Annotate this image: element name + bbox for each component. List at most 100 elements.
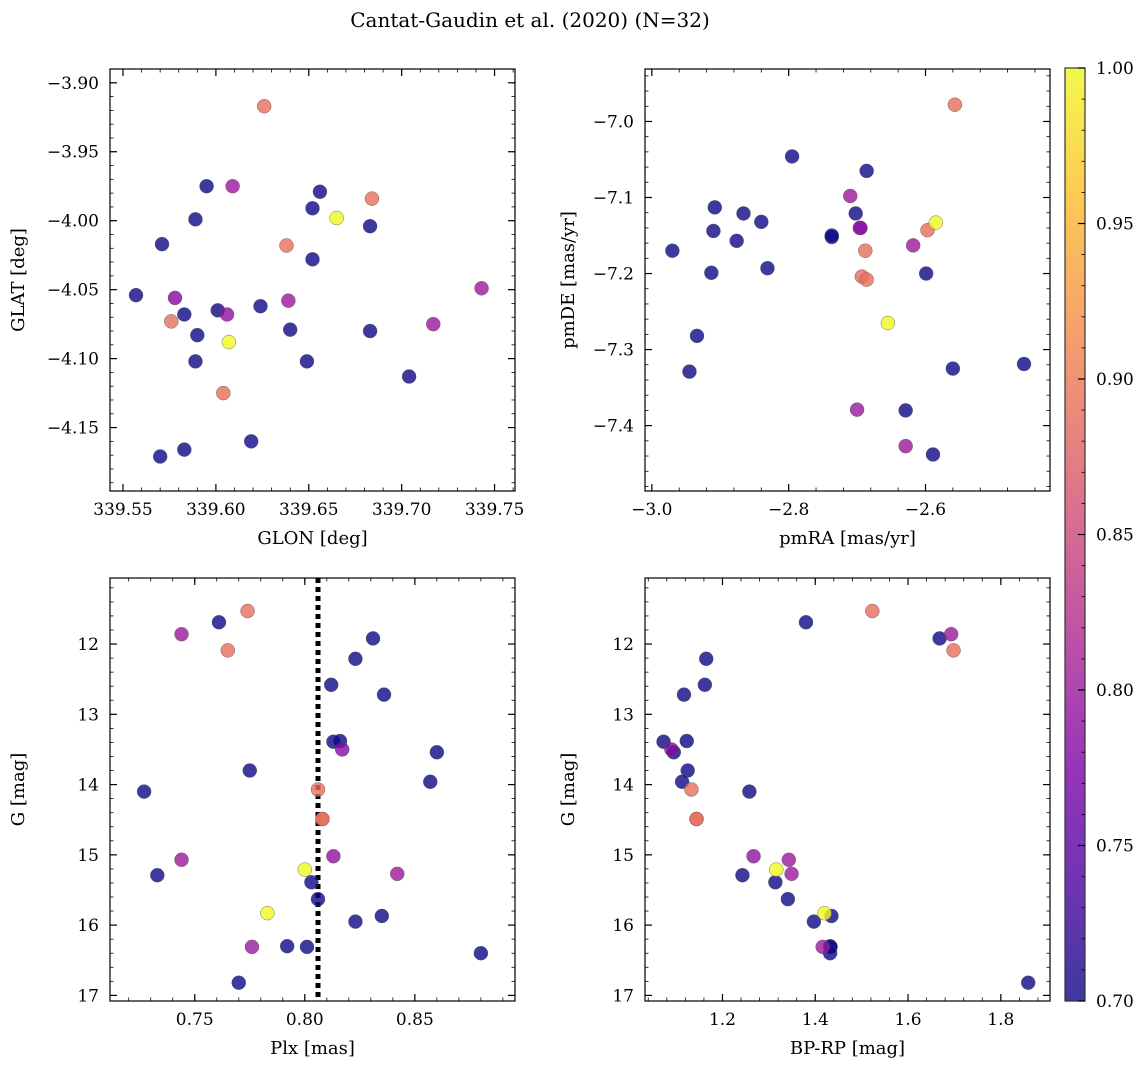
y-tick-label: 13 — [77, 705, 99, 725]
axes-frame — [109, 577, 516, 1002]
data-point — [806, 914, 822, 929]
y-tick-label: 16 — [612, 916, 634, 936]
data-point — [231, 975, 246, 990]
axes-frame — [644, 68, 1051, 492]
data-point — [390, 866, 405, 882]
data-point — [225, 179, 240, 194]
x-tick-label: 339.60 — [186, 500, 245, 520]
data-point — [199, 179, 214, 194]
data-point — [329, 210, 344, 226]
data-layer — [136, 578, 489, 1001]
y-axis-label: pmDE [mas/yr] — [558, 211, 579, 349]
y-tick-label: −7.3 — [593, 341, 634, 361]
data-point — [780, 891, 796, 907]
y-tick-label: 12 — [77, 635, 99, 655]
data-point — [676, 687, 692, 702]
colorbar-tick-label: 0.75 — [1096, 837, 1134, 857]
y-tick-label: 17 — [77, 986, 99, 1006]
data-point — [128, 287, 144, 303]
data-point — [769, 862, 784, 877]
panels-layer: 339.55 339.60 339.65 339.70 339.75 −3.90 −3.95… — [8, 68, 1051, 1059]
data-point — [699, 651, 714, 667]
data-point — [736, 206, 751, 221]
data-point — [348, 651, 363, 667]
panel-pmra-pmde: −3.0 −2.8 −2.6 −7.0 −7.1 −7.2 −7.3 −7.4 pmRA [ma… — [558, 68, 1051, 549]
y-tick-label: −4.00 — [47, 212, 99, 232]
data-point — [689, 328, 705, 344]
colorbar-tick-label: 0.70 — [1096, 992, 1134, 1012]
data-point — [707, 200, 722, 215]
data-point — [164, 314, 179, 329]
x-tick-label: 339.65 — [279, 500, 338, 520]
data-point — [150, 868, 165, 883]
data-point — [853, 220, 868, 236]
data-point — [174, 852, 189, 867]
x-tick-label: 1.2 — [709, 1010, 736, 1030]
data-point — [781, 852, 797, 867]
panel-bprp-g: 1.2 1.4 1.6 1.8 12 13 14 15 16 17 BP-RP [mag] G [ma… — [558, 577, 1051, 1059]
colorbar-tick-label: 0.90 — [1096, 370, 1134, 390]
y-tick-label: −7.0 — [593, 112, 634, 132]
data-point — [706, 223, 721, 239]
y-tick-label: −4.05 — [47, 281, 99, 301]
data-point — [664, 742, 679, 757]
y-tick-label: −3.90 — [47, 74, 99, 94]
data-point — [843, 188, 858, 204]
data-point — [216, 385, 231, 401]
x-tick-label: 1.8 — [987, 1010, 1014, 1030]
y-axis-label: GLAT [deg] — [8, 228, 29, 332]
data-point — [177, 442, 192, 457]
data-point — [729, 233, 744, 249]
y-tick-label: −7.1 — [593, 189, 634, 209]
data-point — [305, 252, 320, 267]
data-point — [299, 939, 315, 955]
axes-frame — [644, 577, 1051, 1002]
y-axis-label: G [mag] — [8, 753, 29, 826]
data-point — [880, 315, 896, 331]
data-point — [760, 261, 775, 276]
data-layer — [665, 97, 1032, 462]
data-point — [704, 265, 719, 280]
data-point — [905, 238, 921, 253]
data-point — [849, 402, 865, 417]
data-layer — [128, 99, 489, 464]
chart-title: Cantat-Gaudin et al. (2020) (N=32) — [350, 8, 710, 32]
data-point — [679, 733, 694, 749]
data-point — [473, 946, 489, 961]
data-point — [304, 875, 319, 890]
colorbar-tick-label: 0.80 — [1096, 681, 1134, 701]
data-point — [167, 290, 183, 306]
colorbar: 0.70 0.75 0.80 0.85 0.90 0.95 1.00 — [1064, 59, 1134, 1012]
data-point — [946, 643, 961, 658]
y-tick-label: −7.4 — [593, 417, 634, 437]
y-tick-label: −7.2 — [593, 265, 634, 285]
data-point — [682, 364, 697, 379]
data-point — [219, 307, 235, 322]
data-point — [798, 615, 814, 630]
data-point — [211, 615, 227, 630]
y-tick-label: 16 — [77, 916, 99, 936]
y-tick-label: 17 — [612, 986, 634, 1006]
x-tick-label: −2.8 — [768, 500, 809, 520]
data-point — [898, 438, 913, 454]
data-point — [768, 875, 783, 890]
panel-plx-g: 0.75 0.80 0.85 12 13 14 15 16 17 Plx [mas] G [mag] — [8, 577, 516, 1059]
y-tick-label: −4.10 — [47, 350, 99, 370]
data-point — [299, 354, 315, 369]
data-point — [243, 434, 259, 449]
y-tick-label: −3.95 — [47, 143, 99, 163]
data-point — [665, 243, 680, 258]
y-tick-label: −4.15 — [47, 419, 99, 439]
x-tick-label: 0.75 — [176, 1010, 214, 1030]
data-point — [256, 99, 272, 114]
x-tick-label: 0.80 — [286, 1010, 324, 1030]
data-point — [310, 891, 326, 907]
data-point — [1016, 356, 1032, 372]
data-point — [260, 905, 275, 921]
data-point — [848, 206, 863, 221]
y-tick-label: 14 — [77, 776, 99, 796]
data-point — [898, 403, 913, 418]
data-point — [401, 369, 417, 384]
data-point — [376, 687, 392, 702]
